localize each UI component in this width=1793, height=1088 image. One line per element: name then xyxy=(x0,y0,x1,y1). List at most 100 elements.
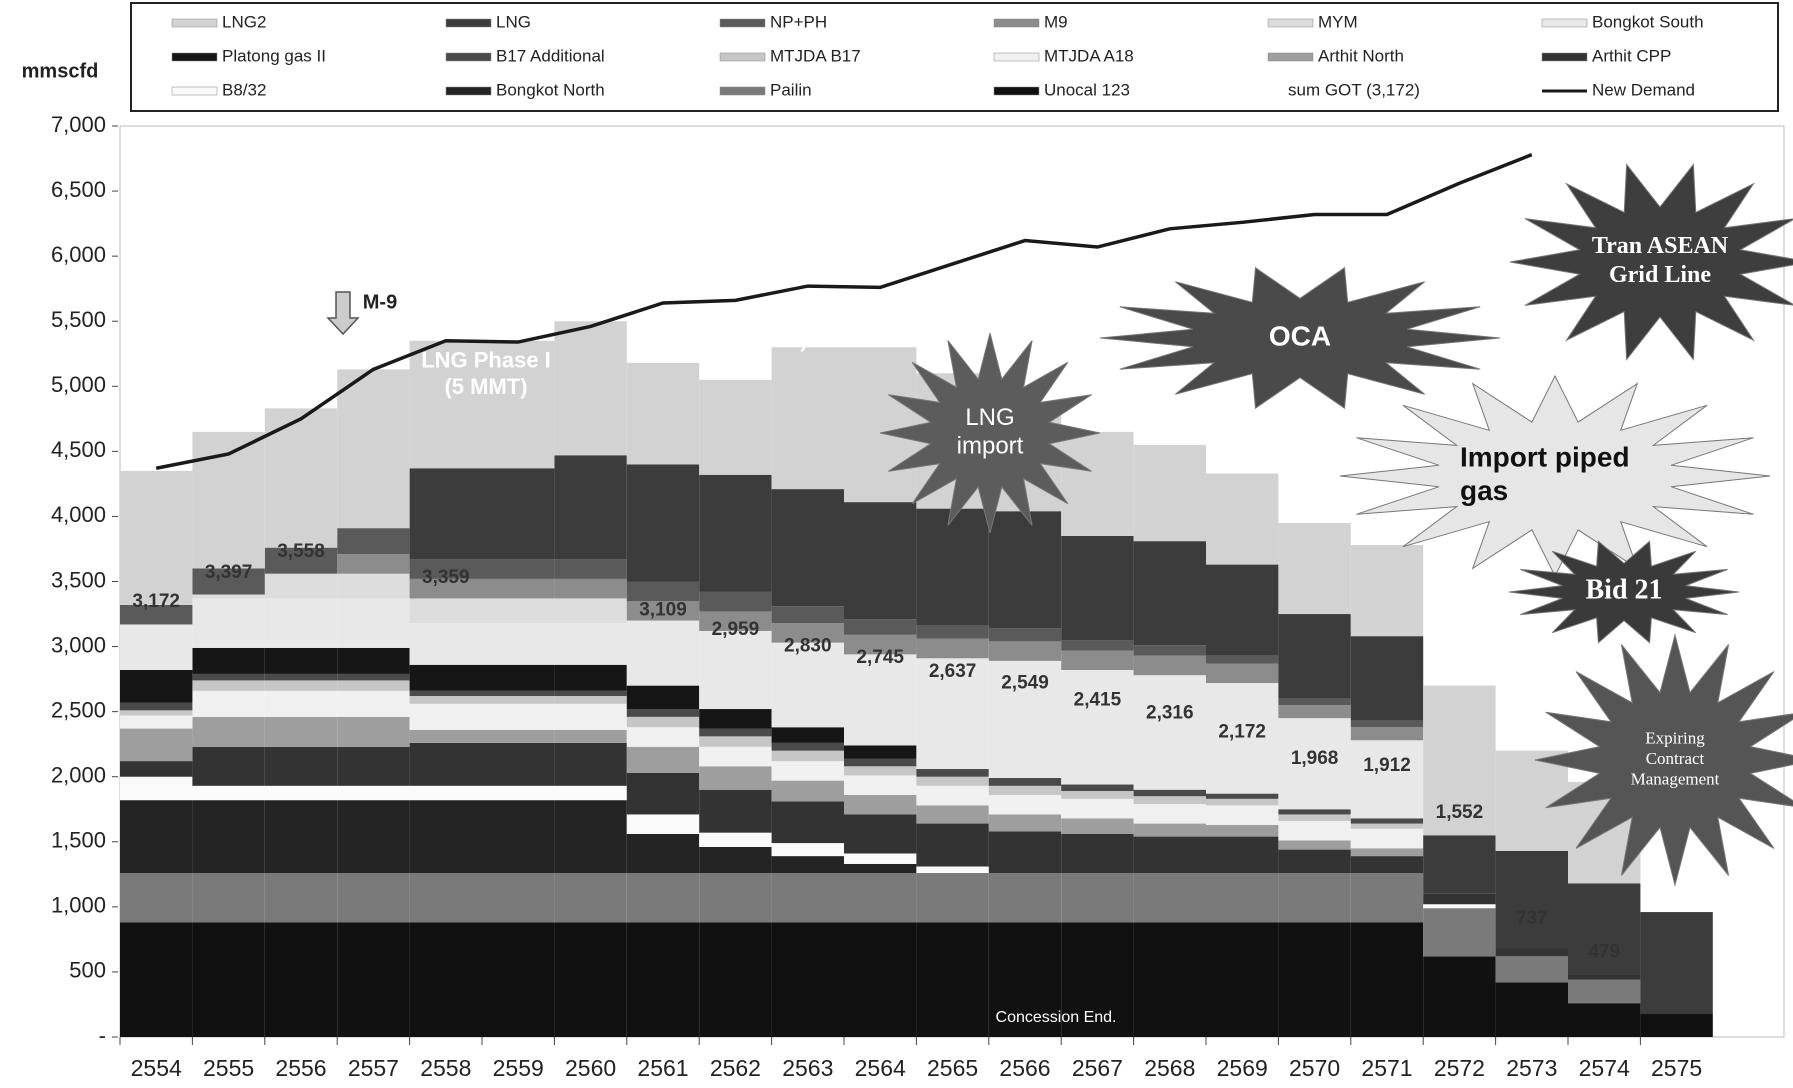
stack-segment xyxy=(482,786,554,800)
stack-segment xyxy=(554,743,626,786)
stack-segment xyxy=(989,831,1061,873)
stack-segment xyxy=(1423,835,1495,894)
stack-segment xyxy=(1351,856,1423,873)
legend-label: Arthit CPP xyxy=(1592,46,1671,65)
legend-swatch xyxy=(1542,53,1587,61)
stack-segment xyxy=(192,800,264,873)
legend-label: Arthit North xyxy=(1318,46,1404,65)
x-tick-label: 2565 xyxy=(927,1055,978,1081)
x-tick-label: 2561 xyxy=(637,1055,688,1081)
stack-segment xyxy=(192,598,264,647)
x-tick-label: 2570 xyxy=(1289,1055,1340,1081)
stack-segment xyxy=(410,922,482,1037)
data-label: 2,830 xyxy=(784,636,832,657)
stack-segment xyxy=(989,795,1061,815)
stack-segment xyxy=(120,873,192,922)
stack-segment xyxy=(772,873,844,922)
stack-segment xyxy=(1206,565,1278,656)
data-label: 1,552 xyxy=(1436,802,1484,823)
stack-segment xyxy=(1134,645,1206,655)
legend-swatch xyxy=(720,53,765,61)
stack-segment xyxy=(120,761,192,777)
stack-segment xyxy=(1134,922,1206,1037)
stack-segment xyxy=(192,648,264,674)
stack-segment xyxy=(699,631,771,709)
data-label: 3,359 xyxy=(422,567,470,588)
stack-segment xyxy=(627,747,699,773)
stack-segment xyxy=(554,665,626,691)
annotation: Tran ASEAN xyxy=(1592,233,1729,259)
annotation: Import piped xyxy=(1460,442,1630,473)
stack-segment xyxy=(120,729,192,762)
stack-segment xyxy=(410,665,482,691)
stack-segment xyxy=(192,717,264,747)
stack-segment xyxy=(337,747,409,786)
stack-segment xyxy=(1061,432,1133,536)
stack-segment xyxy=(1134,796,1206,804)
stack-segment xyxy=(989,786,1061,795)
x-tick-label: 2572 xyxy=(1434,1055,1485,1081)
data-label: 2,549 xyxy=(1001,672,1049,693)
annotation: Grid Line xyxy=(1609,262,1711,288)
stack-segment xyxy=(844,814,916,853)
stack-segment xyxy=(554,696,626,704)
stack-segment xyxy=(265,786,337,800)
stack-segment xyxy=(627,922,699,1037)
y-tick-label: 4,000 xyxy=(51,502,106,527)
stack-segment xyxy=(772,347,844,489)
data-label: 2,637 xyxy=(929,661,977,682)
stack-segment xyxy=(410,704,482,730)
stack-segment xyxy=(699,380,771,475)
stack-segment xyxy=(699,922,771,1037)
stack-segment xyxy=(1568,1003,1640,1037)
stack-segment xyxy=(916,639,988,659)
stack-segment xyxy=(1061,834,1133,873)
stack-segment xyxy=(482,704,554,730)
data-label: 2,415 xyxy=(1074,690,1122,711)
annotation: Bid 21 xyxy=(1585,574,1662,605)
stack-segment xyxy=(337,598,409,647)
stack-segment xyxy=(554,730,626,743)
stack-segment xyxy=(482,559,554,579)
stack-segment xyxy=(482,665,554,691)
stack-segment xyxy=(482,691,554,696)
stack-segment xyxy=(1640,1014,1712,1037)
annotation: (5 MMT) xyxy=(724,327,807,352)
stack-segment xyxy=(699,747,771,767)
stack-segment xyxy=(120,670,192,703)
stack-segment xyxy=(627,773,699,815)
stack-segment xyxy=(1423,908,1495,956)
y-tick-label: - xyxy=(99,1023,106,1048)
stack-segment xyxy=(554,691,626,696)
legend-label: Bongkot North xyxy=(496,80,605,99)
stack-segment xyxy=(192,873,264,922)
stack-segment xyxy=(482,598,554,623)
stack-segment xyxy=(772,489,844,606)
stack-segment xyxy=(1278,699,1350,706)
data-label: 479 xyxy=(1588,942,1620,963)
data-label: 3,397 xyxy=(205,562,253,583)
stack-segment xyxy=(482,696,554,704)
stack-segment xyxy=(554,800,626,873)
stack-segment xyxy=(1640,912,1712,1014)
x-tick-label: 2558 xyxy=(420,1055,471,1081)
stack-segment xyxy=(1134,445,1206,541)
stack-segment xyxy=(772,606,844,623)
stack-segment xyxy=(482,800,554,873)
x-tick-label: 2554 xyxy=(131,1055,182,1081)
stack-segment xyxy=(1568,980,1640,1003)
stack-segment xyxy=(916,867,988,874)
stack-segment xyxy=(989,641,1061,661)
annotation: LNG Phase II xyxy=(698,301,834,326)
stack-segment xyxy=(554,922,626,1037)
legend-swatch xyxy=(994,53,1039,61)
stack-segment xyxy=(482,922,554,1037)
stack-segment xyxy=(265,800,337,873)
legend-swatch xyxy=(446,87,491,95)
legend-swatch xyxy=(1542,19,1587,27)
annotation: gas xyxy=(1460,475,1508,506)
stack-segment xyxy=(410,730,482,743)
stack-segment xyxy=(1423,956,1495,1037)
stack-segment xyxy=(1061,785,1133,792)
y-axis-label: mmscfd xyxy=(22,60,99,82)
